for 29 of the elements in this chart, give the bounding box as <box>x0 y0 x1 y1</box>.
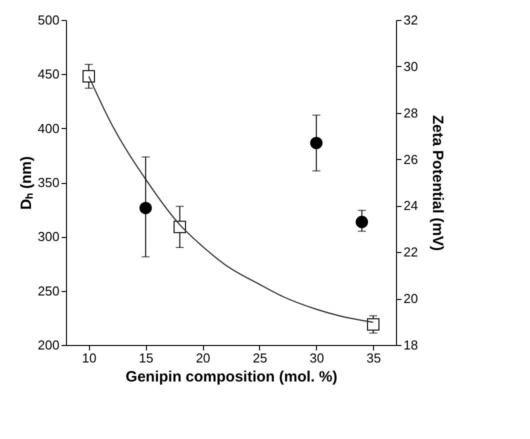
y2-tick-label: 26 <box>404 152 418 167</box>
y-tick-label: 250 <box>38 283 60 298</box>
y-tick-label: 450 <box>38 66 60 82</box>
x-tick-label: 35 <box>366 350 381 366</box>
y2-tick-label: 18 <box>404 338 418 352</box>
point <box>139 202 152 214</box>
y2-tick-label: 32 <box>404 12 418 28</box>
y-tick-label: 350 <box>38 175 60 190</box>
y-axis-title: Dₕ (nm) <box>18 156 35 210</box>
x-tick-label: 10 <box>82 350 96 366</box>
point <box>367 318 380 331</box>
y-tick-label: 500 <box>38 12 60 28</box>
point <box>356 216 368 228</box>
y2-axis-title: Zeta Potential (mV) <box>428 115 446 251</box>
y2-tick-label: 20 <box>404 291 418 306</box>
y2-tick-label: 24 <box>404 198 418 214</box>
point <box>310 136 323 150</box>
x-tick-label: 15 <box>138 350 154 366</box>
y-tick-label: 300 <box>38 229 60 244</box>
x-tick-label: 20 <box>196 350 210 366</box>
y-tick-label: 400 <box>38 120 60 136</box>
x-tick-label: 30 <box>310 350 324 366</box>
x-axis-title: Genipin composition (mol. %) <box>126 368 338 386</box>
y2-tick-label: 30 <box>404 58 418 74</box>
x-tick-label: 25 <box>252 350 268 366</box>
y-tick-label: 200 <box>38 338 60 352</box>
y2-tick-label: 22 <box>404 244 418 260</box>
point <box>82 70 95 83</box>
y2-tick-label: 28 <box>404 105 418 120</box>
